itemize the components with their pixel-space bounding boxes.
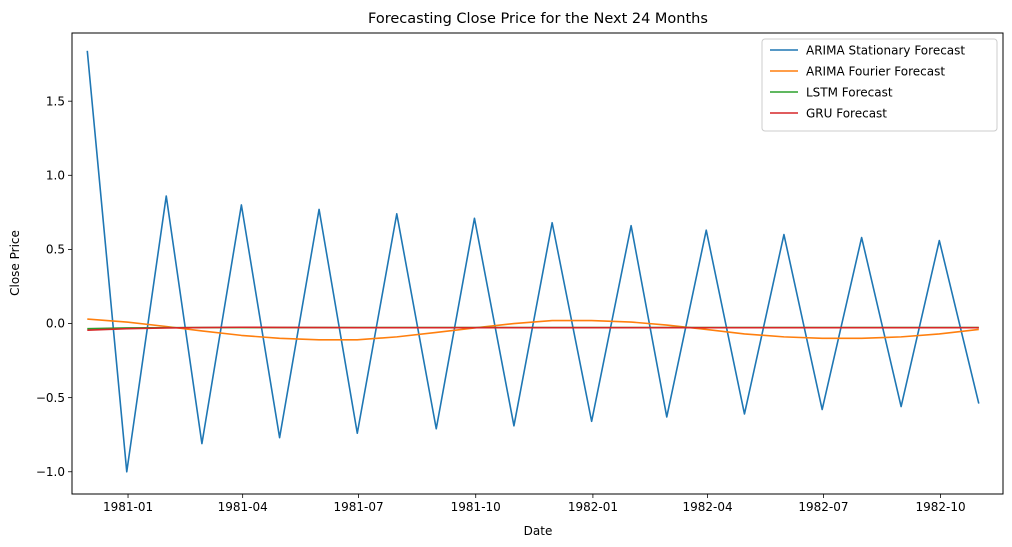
legend-label: ARIMA Fourier Forecast xyxy=(806,64,945,78)
plot-lines xyxy=(86,50,980,473)
x-axis-label: Date xyxy=(524,524,553,538)
y-tick-label: 0.5 xyxy=(46,243,65,257)
x-tick-label: 1981-10 xyxy=(451,500,501,514)
series-line-4 xyxy=(87,326,979,331)
y-tick-label: 1.0 xyxy=(46,169,65,183)
chart-title: Forecasting Close Price for the Next 24 … xyxy=(368,11,708,27)
legend-box xyxy=(761,38,998,132)
x-axis: 1981-01 1981-04 1981-07 1981-10 1982-01 1982-… xyxy=(103,494,966,514)
y-axis: −1.0 −0.5 0.0 0.5 1.0 1.5 xyxy=(36,94,72,479)
x-tick-label: 1982-01 xyxy=(568,500,618,514)
x-tick-label: 1982-10 xyxy=(916,500,966,514)
plot-frame xyxy=(71,32,1004,495)
legend-label: LSTM Forecast xyxy=(806,85,893,99)
y-tick-label: 0.0 xyxy=(46,317,65,331)
series-line-1 xyxy=(86,50,980,473)
legend-label: ARIMA Stationary Forecast xyxy=(806,43,965,57)
legend: ARIMA Stationary Forecast ARIMA Fourier F… xyxy=(761,38,998,132)
y-tick-label: 1.5 xyxy=(46,94,65,108)
x-tick-label: 1982-07 xyxy=(798,500,848,514)
x-tick-label: 1982-04 xyxy=(682,500,732,514)
y-axis-label: Close Price xyxy=(8,230,22,296)
x-tick-label: 1981-01 xyxy=(103,500,153,514)
x-tick-label: 1981-04 xyxy=(218,500,268,514)
y-tick-label: −0.5 xyxy=(36,391,65,405)
x-tick-label: 1981-07 xyxy=(333,500,383,514)
legend-label: GRU Forecast xyxy=(806,106,887,120)
series-line-2 xyxy=(87,318,979,341)
y-tick-label: −1.0 xyxy=(36,465,65,479)
